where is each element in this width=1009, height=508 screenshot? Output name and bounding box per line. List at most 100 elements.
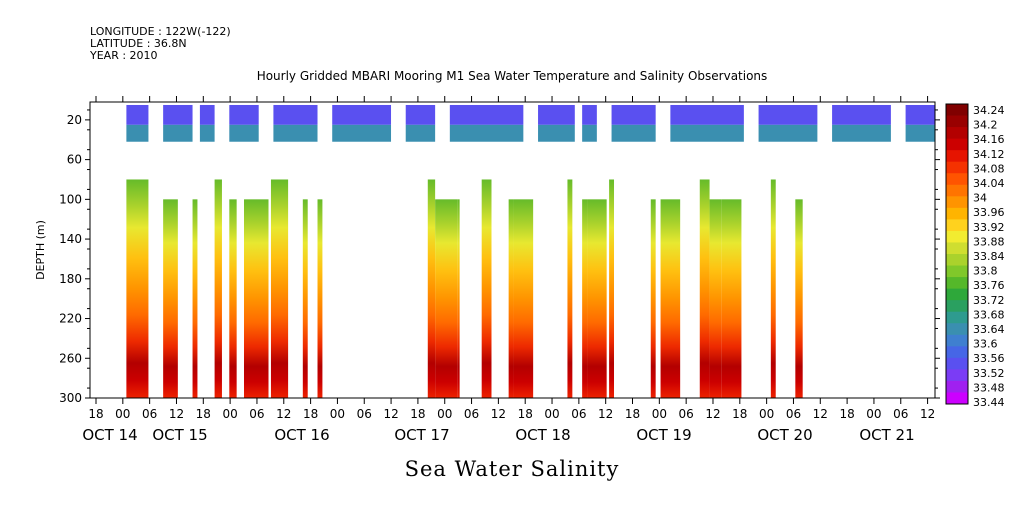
colorbar-swatch bbox=[946, 254, 968, 267]
x-date-label: OCT 21 bbox=[859, 426, 914, 444]
colorbar-swatch bbox=[946, 230, 968, 243]
surface-cell-lower bbox=[126, 124, 149, 142]
profile-segment bbox=[192, 199, 198, 398]
surface-cell bbox=[538, 104, 575, 125]
x-tick-label: 00 bbox=[115, 407, 130, 421]
x-tick-label: 06 bbox=[357, 407, 372, 421]
x-tick-label: 00 bbox=[652, 407, 667, 421]
colorbar-label: 33.8 bbox=[973, 265, 998, 278]
x-tick-label: 18 bbox=[518, 407, 533, 421]
x-tick-label: 12 bbox=[491, 407, 506, 421]
surface-cell bbox=[126, 104, 149, 125]
x-tick-label: 12 bbox=[920, 407, 935, 421]
x-date-label: OCT 17 bbox=[394, 426, 449, 444]
y-tick-label: 260 bbox=[59, 351, 82, 365]
x-date-label: OCT 14 bbox=[82, 426, 137, 444]
colorbar-label: 34 bbox=[973, 192, 987, 205]
x-tick-label: 18 bbox=[625, 407, 640, 421]
x-tick-label: 00 bbox=[437, 407, 452, 421]
colorbar-label: 33.48 bbox=[973, 381, 1005, 394]
x-tick-label: 06 bbox=[249, 407, 264, 421]
colorbar-label: 33.92 bbox=[973, 221, 1005, 234]
colorbar-swatch bbox=[946, 115, 968, 128]
profile-segment bbox=[126, 179, 149, 398]
surface-cell-lower bbox=[163, 124, 193, 142]
profile-segment bbox=[650, 199, 656, 398]
variable-title: Sea Water Salinity bbox=[405, 457, 620, 481]
colorbar-swatch bbox=[946, 300, 968, 313]
colorbar-frame bbox=[945, 103, 969, 405]
surface-cell bbox=[905, 104, 935, 125]
x-tick-label: 00 bbox=[866, 407, 881, 421]
profile-segment bbox=[435, 199, 458, 398]
x-tick-label: 12 bbox=[598, 407, 613, 421]
colorbar-swatch bbox=[946, 104, 968, 117]
x-tick-label: 18 bbox=[839, 407, 854, 421]
profile-segment bbox=[481, 179, 492, 398]
profile-segment bbox=[317, 199, 323, 398]
x-tick-label: 06 bbox=[679, 407, 694, 421]
colorbar-label: 33.88 bbox=[973, 235, 1005, 248]
y-tick-label: 140 bbox=[59, 232, 82, 246]
colorbar-label: 33.44 bbox=[973, 396, 1005, 409]
colorbar-label: 34.2 bbox=[973, 119, 998, 132]
colorbar-swatch bbox=[946, 369, 968, 382]
colorbar-swatch bbox=[946, 173, 968, 186]
colorbar-swatch bbox=[946, 357, 968, 370]
colorbar-swatch bbox=[946, 184, 968, 197]
x-tick-label: 00 bbox=[544, 407, 559, 421]
surface-cell-lower bbox=[332, 124, 392, 142]
profile-segment bbox=[699, 179, 710, 398]
profile-segment bbox=[709, 199, 722, 398]
surface-cell-lower bbox=[449, 124, 524, 142]
profile-segment bbox=[721, 199, 742, 398]
x-tick-label: 06 bbox=[893, 407, 908, 421]
colorbar-swatch bbox=[946, 207, 968, 220]
x-tick-label: 12 bbox=[276, 407, 291, 421]
profile-segment bbox=[457, 199, 460, 398]
plot-frame bbox=[89, 101, 936, 399]
profile-segment bbox=[214, 179, 222, 398]
year-label: YEAR : 2010 bbox=[89, 49, 158, 62]
x-tick-label: 00 bbox=[222, 407, 237, 421]
x-tick-label: 12 bbox=[383, 407, 398, 421]
surface-cell bbox=[199, 104, 215, 125]
chart-title: Hourly Gridded MBARI Mooring M1 Sea Wate… bbox=[257, 69, 768, 83]
profile-segment bbox=[244, 199, 269, 398]
profile-segment bbox=[513, 199, 534, 398]
colorbar-swatch bbox=[946, 334, 968, 347]
x-tick-label: 18 bbox=[410, 407, 425, 421]
colorbar-swatch bbox=[946, 288, 968, 301]
x-tick-label: 12 bbox=[705, 407, 720, 421]
x-date-label: OCT 16 bbox=[274, 426, 329, 444]
colorbar-label: 33.96 bbox=[973, 206, 1005, 219]
x-tick-label: 18 bbox=[303, 407, 318, 421]
colorbar-label: 34.16 bbox=[973, 133, 1005, 146]
y-axis-title: DEPTH (m) bbox=[34, 220, 47, 280]
surface-cell-lower bbox=[758, 124, 818, 142]
y-tick-label: 180 bbox=[59, 272, 82, 286]
surface-cell bbox=[273, 104, 318, 125]
x-tick-label: 00 bbox=[330, 407, 345, 421]
profile-segment bbox=[660, 199, 681, 398]
colorbar-swatch bbox=[946, 277, 968, 290]
surface-cell-lower bbox=[229, 124, 259, 142]
profile-segment bbox=[163, 199, 178, 398]
colorbar-swatch bbox=[946, 150, 968, 163]
colorbar-label: 34.12 bbox=[973, 148, 1005, 161]
y-tick-label: 20 bbox=[67, 113, 82, 127]
x-tick-label: 06 bbox=[142, 407, 157, 421]
surface-cell bbox=[163, 104, 193, 125]
y-tick-label: 100 bbox=[59, 192, 82, 206]
colorbar-swatch bbox=[946, 161, 968, 174]
colorbar-swatch bbox=[946, 138, 968, 151]
surface-cell-lower bbox=[405, 124, 436, 142]
x-tick-label: 06 bbox=[571, 407, 586, 421]
surface-cell-lower bbox=[582, 124, 597, 142]
x-tick-label: 18 bbox=[732, 407, 747, 421]
colorbar-label: 33.68 bbox=[973, 308, 1005, 321]
colorbar-swatch bbox=[946, 323, 968, 336]
x-tick-label: 12 bbox=[169, 407, 184, 421]
profile-segment bbox=[302, 199, 308, 398]
surface-cell bbox=[229, 104, 259, 125]
